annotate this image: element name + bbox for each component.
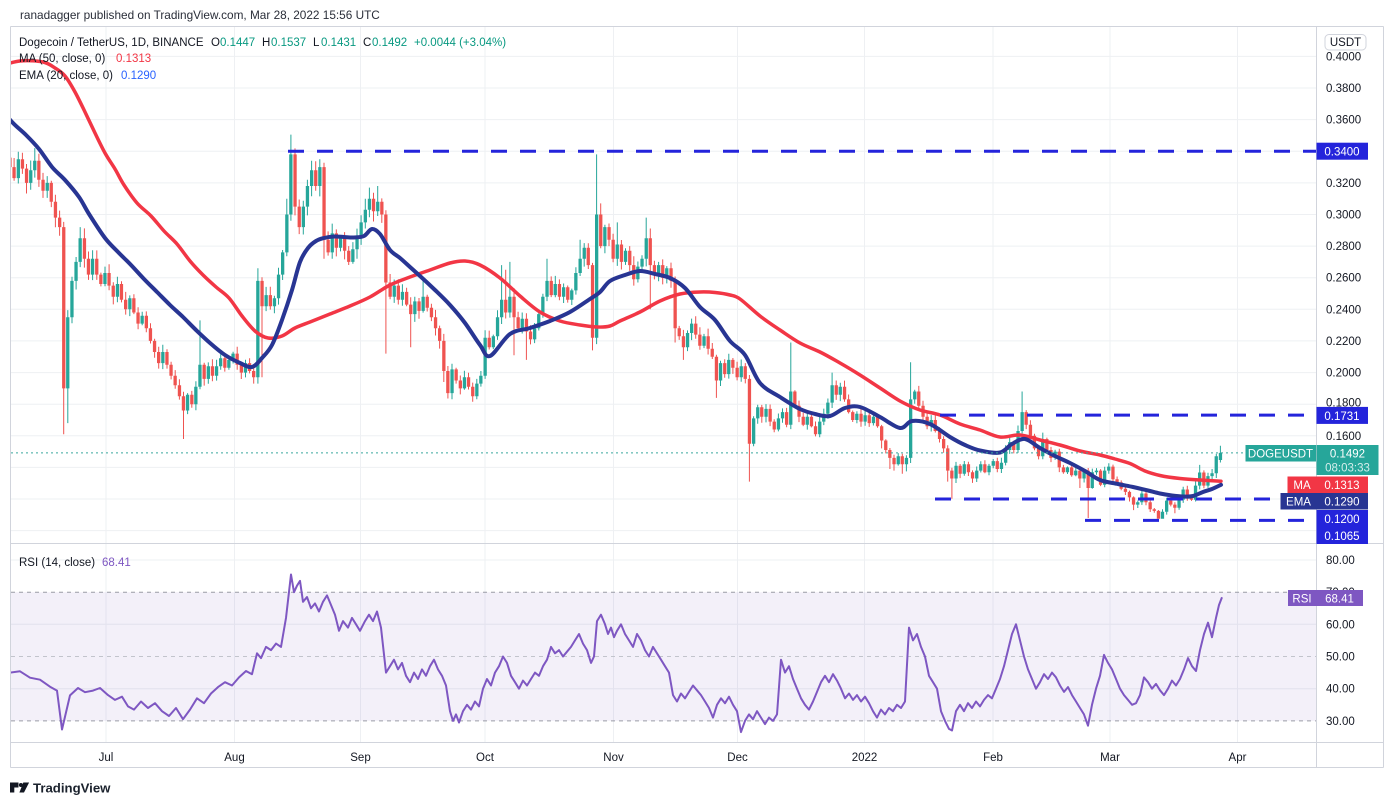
svg-text:60.00: 60.00 bbox=[1326, 619, 1355, 631]
svg-text:DOGEUSDT: DOGEUSDT bbox=[1248, 449, 1313, 461]
svg-text:USDT: USDT bbox=[1330, 37, 1361, 49]
svg-text:MA (50, close, 0): MA (50, close, 0) bbox=[19, 53, 105, 65]
svg-text:0.1290: 0.1290 bbox=[1324, 497, 1359, 509]
svg-text:Mar: Mar bbox=[1100, 752, 1120, 764]
svg-text:50.00: 50.00 bbox=[1326, 652, 1355, 664]
svg-text:0.4000: 0.4000 bbox=[1326, 51, 1361, 63]
svg-text:0.1313: 0.1313 bbox=[116, 53, 151, 65]
svg-text:0.1537: 0.1537 bbox=[271, 37, 306, 49]
svg-text:0.2000: 0.2000 bbox=[1326, 368, 1361, 380]
svg-text:ranadagger published on Tradin: ranadagger published on TradingView.com,… bbox=[20, 8, 380, 22]
svg-text:+0.0044 (+3.04%): +0.0044 (+3.04%) bbox=[414, 37, 506, 49]
svg-text:Oct: Oct bbox=[476, 752, 495, 764]
svg-text:0.3400: 0.3400 bbox=[1324, 147, 1359, 159]
svg-text:0.1600: 0.1600 bbox=[1326, 431, 1361, 443]
svg-text:EMA (20, close, 0): EMA (20, close, 0) bbox=[19, 70, 113, 82]
svg-text:0.2200: 0.2200 bbox=[1326, 336, 1361, 348]
svg-text:0.1290: 0.1290 bbox=[121, 70, 156, 82]
svg-text:Dogecoin / TetherUS, 1D, BINAN: Dogecoin / TetherUS, 1D, BINANCE bbox=[19, 37, 204, 49]
svg-text:Feb: Feb bbox=[983, 752, 1003, 764]
svg-text:Aug: Aug bbox=[224, 752, 244, 764]
svg-text:Jul: Jul bbox=[99, 752, 114, 764]
svg-text:H: H bbox=[262, 37, 270, 49]
svg-text:0.1800: 0.1800 bbox=[1326, 398, 1361, 410]
svg-text:0.2400: 0.2400 bbox=[1326, 304, 1361, 316]
svg-text:Dec: Dec bbox=[727, 752, 748, 764]
svg-text:0.1492: 0.1492 bbox=[372, 37, 407, 49]
svg-text:RSI (14, close): RSI (14, close) bbox=[19, 557, 95, 569]
svg-text:MA: MA bbox=[1293, 480, 1311, 492]
svg-text:08:03:33: 08:03:33 bbox=[1325, 463, 1370, 475]
svg-text:30.00: 30.00 bbox=[1326, 716, 1355, 728]
svg-text:0.1065: 0.1065 bbox=[1324, 531, 1359, 543]
svg-text:80.00: 80.00 bbox=[1326, 555, 1355, 567]
svg-text:Sep: Sep bbox=[350, 752, 370, 764]
svg-text:EMA: EMA bbox=[1286, 497, 1311, 509]
svg-text:Nov: Nov bbox=[603, 752, 624, 764]
svg-text:0.2600: 0.2600 bbox=[1326, 273, 1361, 285]
svg-text:2022: 2022 bbox=[852, 752, 878, 764]
svg-text:0.3800: 0.3800 bbox=[1326, 83, 1361, 95]
svg-text:C: C bbox=[363, 37, 371, 49]
svg-text:0.1447: 0.1447 bbox=[220, 37, 255, 49]
svg-text:0.1200: 0.1200 bbox=[1324, 514, 1359, 526]
svg-text:Apr: Apr bbox=[1229, 752, 1247, 764]
svg-text:68.41: 68.41 bbox=[1325, 594, 1354, 606]
svg-text:0.1313: 0.1313 bbox=[1324, 480, 1359, 492]
svg-text:0.3600: 0.3600 bbox=[1326, 115, 1361, 127]
svg-text:40.00: 40.00 bbox=[1326, 684, 1355, 696]
svg-text:0.2800: 0.2800 bbox=[1326, 241, 1361, 253]
svg-text:L: L bbox=[313, 37, 320, 49]
svg-text:0.3000: 0.3000 bbox=[1326, 210, 1361, 222]
svg-text:0.3200: 0.3200 bbox=[1326, 178, 1361, 190]
svg-text:0.1431: 0.1431 bbox=[321, 37, 356, 49]
svg-text:0.1492: 0.1492 bbox=[1330, 449, 1365, 461]
svg-text:TradingView: TradingView bbox=[33, 781, 111, 796]
svg-text:0.1731: 0.1731 bbox=[1324, 411, 1359, 423]
svg-text:RSI: RSI bbox=[1292, 594, 1311, 606]
svg-text:O: O bbox=[211, 37, 220, 49]
svg-text:68.41: 68.41 bbox=[102, 557, 131, 569]
